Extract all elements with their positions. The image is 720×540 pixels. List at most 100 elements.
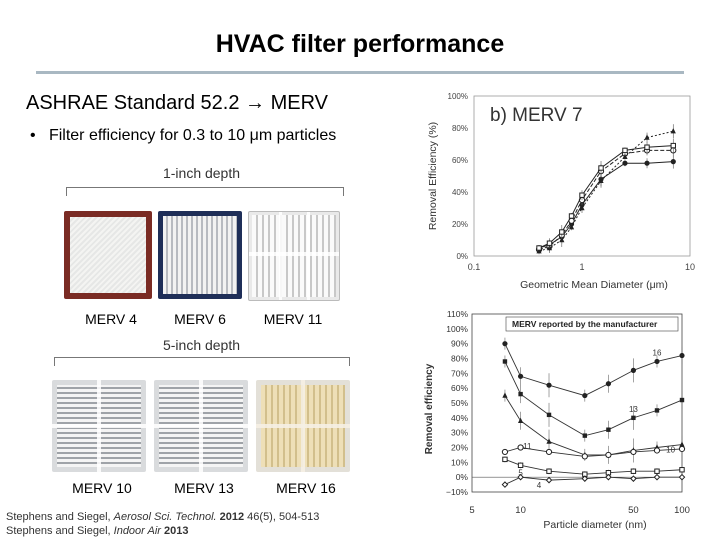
chart2-series-line-16: [504, 343, 683, 397]
chart2-data-point: [653, 447, 661, 454]
chart2-x-tick-label: 10: [515, 505, 526, 516]
chart2-data-point: [517, 444, 524, 451]
chart2-data-point: [502, 341, 508, 347]
label-merv6: MERV 6: [174, 311, 226, 327]
merv4-filter-photo: [64, 211, 152, 299]
chart2-data-point: [581, 475, 589, 482]
chart1-data-point: [598, 177, 604, 183]
chart2-data-point: [605, 451, 612, 459]
chart1-data-point: [622, 160, 628, 166]
chart2-series-line-13: [504, 361, 683, 437]
chart2-data-point: [606, 427, 611, 432]
citations: Stephens and Siegel, Aerosol Sci. Techno…: [6, 510, 319, 538]
chart1-data-point: [579, 204, 585, 211]
chart2-series-line-5: [504, 458, 683, 475]
chart1-y-tick-label: 100%: [448, 92, 468, 101]
chart2-y-axis-label: Removal efficiency: [424, 363, 435, 454]
chart1-y-tick-label: 40%: [452, 188, 468, 197]
citation-2: Stephens and Siegel, Indoor Air 2013: [6, 525, 189, 537]
chart2-y-tick-label: −10%: [446, 487, 468, 497]
chart2-y-tick-label: 70%: [451, 368, 468, 378]
chart1-y-axis-label: Removal Efficiency (%): [427, 122, 439, 230]
chart2-series-label-16: 16: [653, 348, 662, 357]
chart2-data-point: [502, 359, 508, 364]
merv13-filter-photo: [154, 380, 248, 472]
chart2-data-point: [546, 438, 552, 444]
chart2-series-line-4: [504, 476, 682, 485]
chart2-data-point: [654, 408, 660, 413]
chart2-data-point: [679, 467, 685, 473]
chart1-y-tick-label: 20%: [452, 220, 468, 229]
chart1-x-tick-label: 10: [685, 262, 695, 272]
chart2-y-tick-label: 0%: [456, 472, 469, 482]
chart2-x-axis-label: Particle diameter (nm): [543, 519, 646, 530]
label-merv10: MERV 10: [72, 480, 132, 496]
label-merv4: MERV 4: [85, 311, 137, 327]
merv16-filter-photo: [256, 380, 350, 472]
chart2-series-label-11: 11: [523, 442, 532, 451]
chart1-y-tick-label: 80%: [452, 124, 468, 133]
chart1-x-axis-label: Geometric Mean Diameter (μm): [520, 279, 668, 291]
chart2-data-point: [546, 382, 552, 388]
chart2-data-point: [630, 448, 637, 456]
chart2-data-point: [501, 448, 509, 456]
chart2-data-point: [501, 481, 509, 488]
chart2-data-point: [517, 373, 524, 379]
chart1-y-tick-label: 60%: [452, 156, 468, 165]
chart2-data-point: [679, 397, 685, 403]
chart2-x-tick-label: 5: [469, 505, 474, 516]
chart2-data-point: [605, 473, 612, 481]
chart2-data-point: [605, 381, 612, 387]
chart2-y-tick-label: 10%: [451, 457, 468, 467]
chart2-data-point: [630, 468, 637, 474]
bullet-text: Filter efficiency for 0.3 to 10 μm parti…: [48, 127, 337, 144]
chart1-data-point: [644, 160, 650, 166]
chart2-y-tick-label: 20%: [451, 443, 468, 453]
chart1-data-point: [559, 236, 565, 243]
chart2-data-point: [502, 392, 508, 398]
label-merv11: MERV 11: [263, 311, 323, 327]
chart2-series-label-4: 4: [537, 481, 542, 490]
chart1-data-point: [536, 245, 542, 251]
chart2-x-tick-label: 100: [674, 505, 690, 516]
chart2-y-tick-label: 80%: [451, 354, 468, 364]
chart2-series-line-11: [504, 447, 683, 457]
one-inch-caption: 1-inch depth: [162, 165, 241, 181]
chart2-data-point: [546, 468, 552, 474]
chart1-data-point: [670, 128, 676, 134]
chart1-data-point: [670, 159, 676, 165]
five-inch-caption: 5-inch depth: [162, 337, 241, 353]
chart2-data-point: [545, 476, 553, 484]
chart2-y-tick-label: 30%: [451, 428, 468, 438]
bullet-point: • Filter efficiency for 0.3 to 10 μm par…: [30, 127, 336, 145]
chart1-x-tick-label: 1: [579, 262, 584, 272]
chart2-y-tick-label: 50%: [451, 398, 468, 408]
merv7-efficiency-chart: 0% 20% 40% 60% 80% 100% 0.1 1 10 Geometric Mean D…: [427, 92, 695, 291]
chart2-data-point: [654, 468, 660, 474]
one-inch-bracket: [66, 187, 344, 196]
chart2-data-point: [679, 352, 685, 359]
chart2-y-tick-label: 40%: [451, 413, 468, 423]
subtitle: ASHRAE Standard 52.2 → MERV: [26, 92, 328, 114]
chart2-series-line-10: [504, 395, 683, 456]
citation-1: Stephens and Siegel, Aerosol Sci. Techno…: [6, 511, 320, 523]
chart2-y-tick-label: 60%: [451, 383, 468, 393]
chart2-series-label-5: 5: [518, 468, 523, 477]
chart2-data-point: [630, 475, 637, 482]
chart2-data-point: [517, 462, 524, 469]
chart2-title: MERV reported by the manufacturer: [512, 319, 658, 329]
chart2-data-point: [678, 445, 686, 453]
chart2-data-point: [546, 412, 552, 418]
chart1-data-point: [622, 153, 628, 159]
chart2-y-tick-label: 90%: [451, 339, 468, 349]
chart2-y-tick-label: 110%: [447, 309, 469, 319]
chart2-data-point: [678, 473, 686, 481]
merv11-filter-photo: [248, 211, 340, 301]
chart2-data-point: [502, 456, 508, 463]
chart1-data-point: [579, 192, 585, 198]
chart2-data-point: [630, 367, 637, 373]
chart2-series-label-10: 10: [666, 446, 675, 455]
chart1-data-point: [644, 144, 650, 150]
label-merv13: MERV 13: [174, 480, 234, 496]
chart2-data-point: [582, 433, 588, 438]
